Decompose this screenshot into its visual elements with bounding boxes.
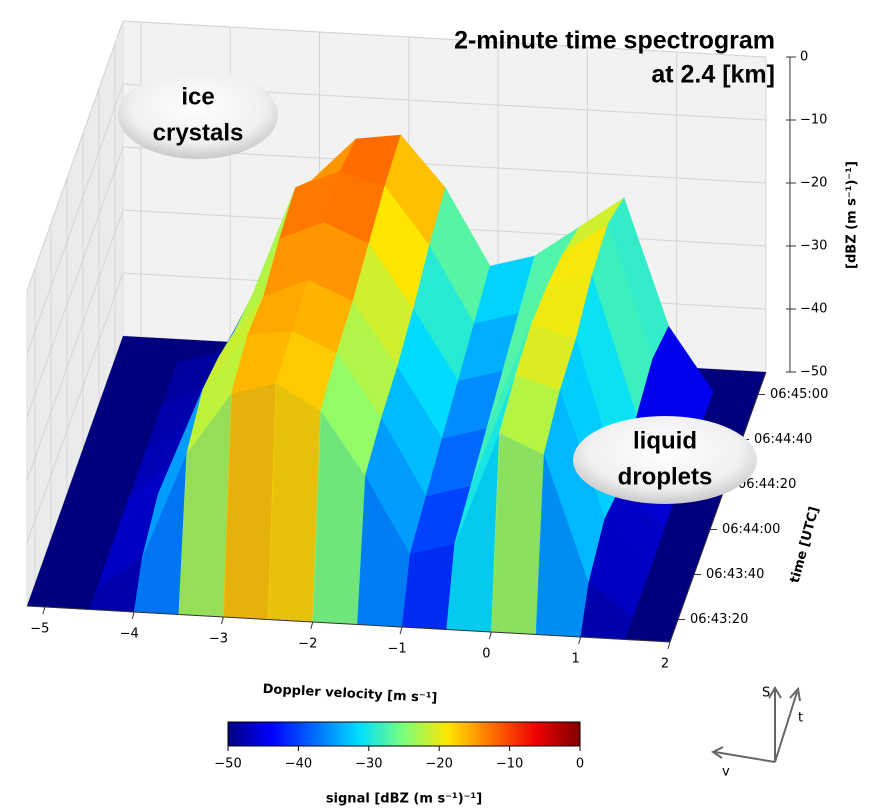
- colorbar-tick-label: −40: [285, 757, 312, 772]
- x-tick-label: −4: [120, 627, 139, 642]
- x-tick-label: −2: [298, 637, 317, 652]
- x-tick-label: 2: [661, 657, 669, 672]
- x-tick-label: −1: [387, 642, 406, 657]
- colorbar-gradient: [227, 721, 581, 747]
- compass-label: v: [722, 765, 730, 780]
- surface-curtain: [624, 616, 679, 643]
- x-axis-label: Doppler velocity [m s⁻¹]: [262, 682, 437, 706]
- compass-arrow: [711, 746, 724, 759]
- z-tick-label: −40: [800, 302, 827, 317]
- axes: −5 −4 −3 −2 −1 0 1 2−50−40−30−20−10006:43:2006:…: [26, 50, 828, 672]
- x-tick: [399, 626, 403, 635]
- z-tick-label: −50: [800, 365, 827, 380]
- grid-line: [26, 272, 124, 544]
- grid-line: [122, 20, 766, 58]
- grid-line: [26, 209, 124, 481]
- chart-title: 2-minute time spectrogram: [454, 27, 775, 55]
- x-tick: [667, 641, 671, 650]
- compass-arrow: [714, 751, 776, 763]
- annotation: ice: [181, 83, 214, 110]
- colorbar-tick-label: −20: [425, 757, 452, 772]
- compass: [711, 686, 801, 763]
- grid-line: [26, 83, 124, 355]
- x-tick-label: −5: [30, 622, 49, 637]
- y-tick-label: 06:43:20: [690, 612, 748, 627]
- annotation-bubble: [573, 416, 757, 504]
- x-tick-label: −3: [209, 632, 228, 647]
- z-tick-label: 0: [800, 50, 808, 65]
- surface-curtain: [44, 584, 98, 610]
- colorbar-tick-label: 0: [576, 757, 584, 772]
- annotation-bubble: [118, 71, 278, 159]
- compass-arrow: [768, 686, 782, 699]
- z-tick-label: −30: [800, 239, 827, 254]
- colorbar-tick-label: −10: [496, 757, 523, 772]
- annotation: crystals: [153, 119, 244, 146]
- y-axis-label: time [UTC]: [788, 505, 823, 585]
- y-tick-label: 06:44:40: [754, 432, 812, 447]
- x-tick: [220, 616, 224, 625]
- x-tick: [578, 636, 582, 645]
- annotation: droplets: [618, 463, 713, 490]
- compass-arrow: [789, 686, 801, 702]
- chart-title: at 2.4 [km]: [651, 61, 775, 89]
- colorbar-label: signal [dBZ (m s⁻¹)⁻¹]: [326, 792, 482, 807]
- annotation: liquid: [633, 427, 697, 454]
- x-tick-label: 1: [572, 652, 580, 667]
- x-tick: [131, 611, 135, 620]
- surface-curtain: [401, 543, 456, 630]
- y-tick-label: 06:44:20: [738, 477, 796, 492]
- z-tick-label: −10: [800, 113, 827, 128]
- y-tick-label: 06:43:40: [706, 567, 764, 582]
- compass-label: t: [798, 711, 803, 726]
- x-tick: [310, 621, 314, 630]
- z-tick-label: −20: [800, 176, 827, 191]
- colorbar-tick-label: −30: [355, 757, 382, 772]
- surface-curtain: [491, 432, 545, 635]
- surface-curtain: [223, 382, 277, 620]
- grid-line: [26, 146, 124, 418]
- surface-curtain: [267, 382, 322, 623]
- x-tick: [488, 631, 492, 640]
- x-tick-label: 0: [482, 647, 490, 662]
- z-axis-label: [dBZ (m s⁻¹)⁻¹]: [845, 161, 860, 269]
- grid-line: [26, 20, 124, 292]
- compass-label: S: [762, 686, 770, 701]
- colorbar-tick-label: −50: [214, 757, 241, 772]
- colorbar: −50 −40 −30 −20 −10 0: [214, 721, 584, 772]
- y-tick-label: 06:44:00: [722, 522, 780, 537]
- y-tick-label: 06:45:00: [770, 387, 828, 402]
- compass-arrow: [774, 691, 798, 763]
- x-tick: [42, 606, 46, 615]
- surface: [27, 134, 766, 643]
